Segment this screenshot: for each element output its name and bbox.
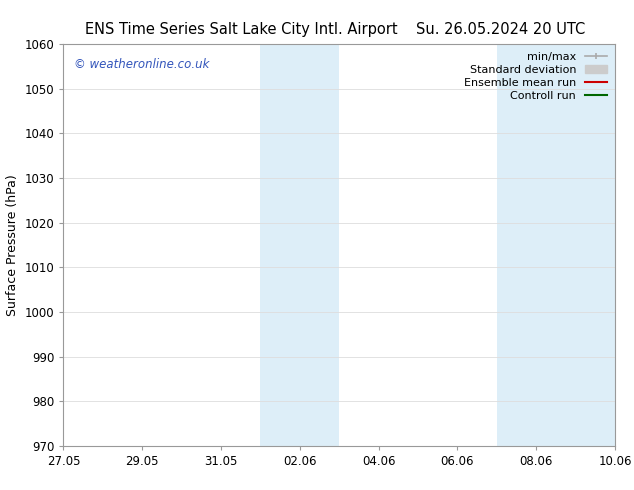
Legend: min/max, Standard deviation, Ensemble mean run, Controll run: min/max, Standard deviation, Ensemble me… <box>462 49 609 103</box>
Text: Su. 26.05.2024 20 UTC: Su. 26.05.2024 20 UTC <box>417 22 585 37</box>
Text: © weatheronline.co.uk: © weatheronline.co.uk <box>74 58 210 71</box>
Bar <box>261 44 339 446</box>
Text: ENS Time Series Salt Lake City Intl. Airport: ENS Time Series Salt Lake City Intl. Air… <box>84 22 398 37</box>
Bar <box>497 44 615 446</box>
Y-axis label: Surface Pressure (hPa): Surface Pressure (hPa) <box>6 174 19 316</box>
